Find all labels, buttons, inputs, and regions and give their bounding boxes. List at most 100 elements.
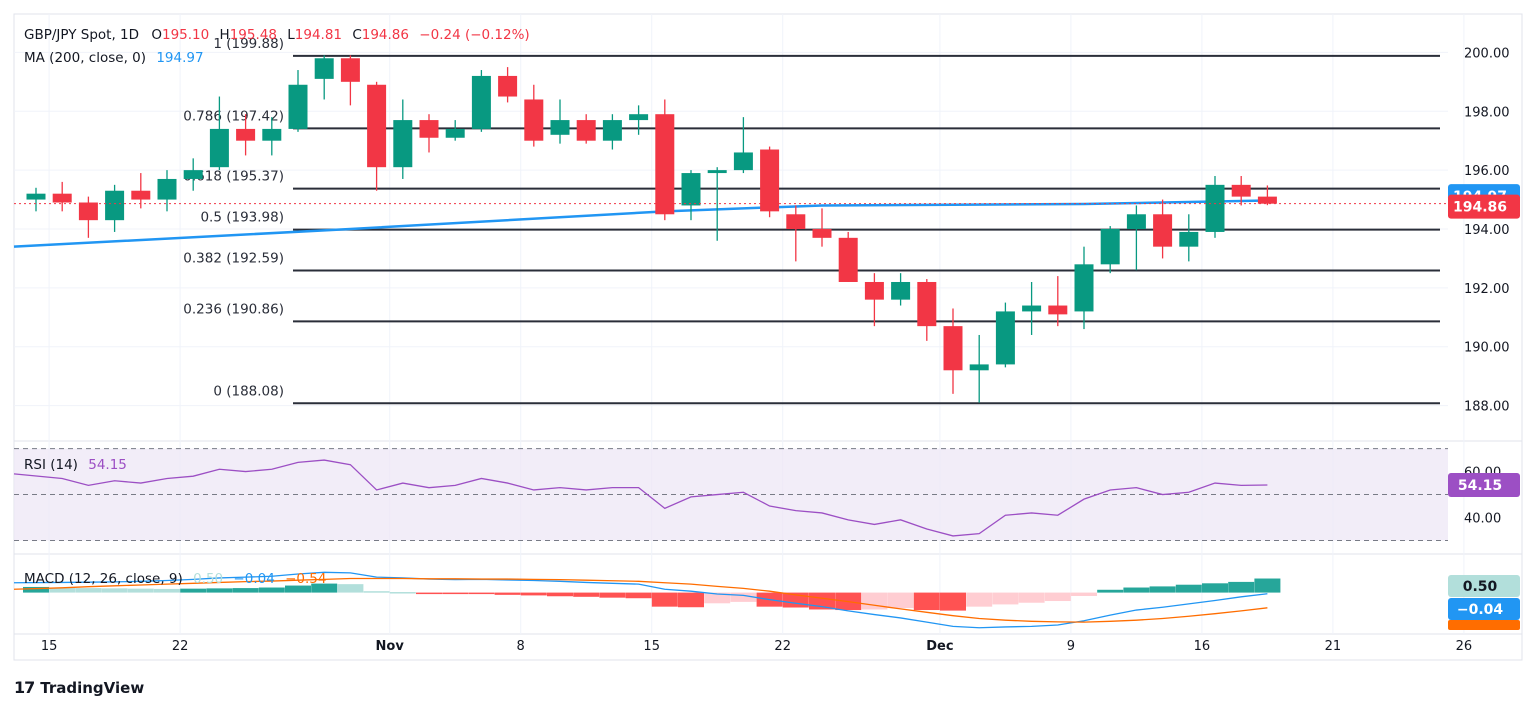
fib-level-label: 1 (199.88)	[213, 36, 284, 52]
x-tick-label: 21	[1325, 639, 1342, 654]
candle-body-down	[419, 120, 439, 138]
macd-pane: 0.50 −0.04	[13, 571, 1520, 630]
macd-histogram-bar	[494, 592, 521, 595]
last-price-tag-bg	[1448, 194, 1520, 219]
x-tick-label: 8	[517, 639, 525, 654]
macd-title: MACD (12, 26, close, 9)	[24, 571, 183, 587]
last-price-tag: 194.86	[1453, 200, 1507, 216]
macd-histogram-bar	[651, 592, 678, 607]
macd-histogram-bar	[23, 586, 49, 593]
macd-hist-value: 0.50	[193, 571, 223, 587]
macd-signal-tag-bg	[1448, 620, 1520, 630]
rsi-value-tag: 54.15	[1458, 478, 1502, 494]
candle-body-down	[655, 114, 675, 215]
macd-histogram-bar	[442, 592, 469, 595]
y-tick-label: 190.00	[1464, 341, 1510, 356]
candle-body-down	[812, 229, 832, 238]
macd-histogram-bar	[1018, 592, 1045, 603]
macd-histogram-bar	[704, 592, 731, 604]
chart-frame	[13, 13, 1523, 661]
candle-body-down	[340, 58, 360, 82]
x-tick-label: 26	[1456, 639, 1473, 654]
candle-body-up	[707, 170, 727, 174]
candle-body-down	[131, 190, 151, 200]
candle-body-up	[681, 173, 701, 206]
candle-body-down	[498, 75, 518, 97]
macd-histogram-bar	[337, 584, 364, 593]
candle-body-up	[1022, 305, 1042, 312]
rsi-line	[13, 459, 1268, 537]
y-tick-label: 198.00	[1464, 105, 1510, 120]
y-tick-label: 192.00	[1464, 282, 1510, 297]
candle-body-down	[1231, 184, 1251, 197]
candle-body-up	[105, 190, 125, 221]
macd-histogram-bar	[127, 588, 154, 593]
x-tick-label: 15	[41, 639, 58, 654]
macd-signal-line	[13, 577, 1268, 623]
ma-label: MA (200, close, 0)	[24, 50, 146, 66]
macd-histogram-bar	[1149, 586, 1176, 593]
rsi-legend: RSI (14) 54.15	[24, 457, 127, 473]
x-tick-label: 9	[1067, 639, 1075, 654]
macd-histogram-bar	[101, 588, 128, 593]
fibonacci-retracement[interactable]: 1 (199.88) 0.786 (197.42) 0.618 (195.37) 0.…	[183, 36, 1440, 405]
close-value: 194.86	[362, 27, 409, 43]
candle-body-up	[471, 75, 491, 129]
macd-histogram-bar	[913, 592, 940, 611]
candle-body-down	[524, 99, 544, 141]
candle-body-up	[550, 120, 570, 135]
macd-histogram-bar	[992, 592, 1019, 605]
rsi-title: RSI (14)	[24, 457, 78, 473]
y-tick-label: 188.00	[1464, 400, 1510, 415]
tradingview-brand[interactable]: 17 TradingView	[14, 678, 144, 697]
fib-level-label: 0 (188.08)	[213, 383, 284, 399]
candle-body-up	[314, 58, 334, 79]
macd-histogram-bar	[1097, 589, 1124, 593]
macd-histogram-bar	[180, 588, 207, 593]
high-label: H	[220, 27, 230, 43]
candles[interactable]	[26, 55, 1277, 403]
legend: GBP/JPY Spot, 1D O195.10 H195.48 L194.81…	[24, 27, 530, 43]
macd-legend: MACD (12, 26, close, 9) 0.50 −0.04 −0.54	[24, 571, 326, 587]
macd-histogram-bar	[1254, 578, 1281, 593]
x-tick-label: 16	[1194, 639, 1211, 654]
candle-body-down	[786, 214, 806, 229]
candle-body-up	[157, 178, 177, 200]
candle-body-up	[733, 152, 753, 171]
x-tick-label: 22	[774, 639, 791, 654]
candle-body-up	[891, 281, 911, 300]
fib-level-label: 0.382 (192.59)	[183, 251, 284, 267]
macd-histogram-bar	[1071, 592, 1097, 596]
candle-body-up	[26, 193, 46, 200]
symbol-label: GBP/JPY Spot, 1D	[24, 27, 139, 43]
macd-histogram-bar	[520, 592, 547, 596]
macd-histogram-bar	[416, 592, 442, 595]
candle-body-up	[1126, 214, 1146, 229]
ma-value: 194.97	[156, 50, 203, 66]
macd-histogram-bar	[285, 585, 311, 593]
candle-body-down	[917, 281, 937, 327]
close-label: C	[352, 27, 361, 43]
candle-body-up	[969, 364, 989, 371]
macd-histogram-bar	[861, 592, 888, 610]
candle-body-down	[1153, 214, 1173, 247]
rsi-value-tag-bg	[1448, 473, 1520, 498]
macd-histogram-bar	[75, 588, 102, 593]
tradingview-logo-icon: 17	[14, 678, 35, 697]
macd-histogram-bar	[966, 592, 993, 607]
x-tick-label: 22	[172, 639, 189, 654]
candle-body-up	[995, 311, 1015, 365]
y-tick-label: 194.00	[1464, 223, 1510, 238]
macd-hist-tag-bg	[1448, 575, 1520, 597]
macd-histogram-bar	[547, 592, 573, 597]
x-tick-label: Dec	[926, 639, 953, 654]
macd-histogram-bar	[468, 592, 495, 595]
macd-line-value: −0.04	[233, 571, 274, 587]
macd-histogram-bar	[730, 592, 757, 602]
macd-histogram-bar	[311, 583, 338, 593]
macd-line-tag-bg	[1448, 598, 1520, 620]
candle-body-up	[209, 128, 229, 168]
candle-body-down	[838, 237, 858, 282]
macd-line	[13, 571, 1268, 629]
